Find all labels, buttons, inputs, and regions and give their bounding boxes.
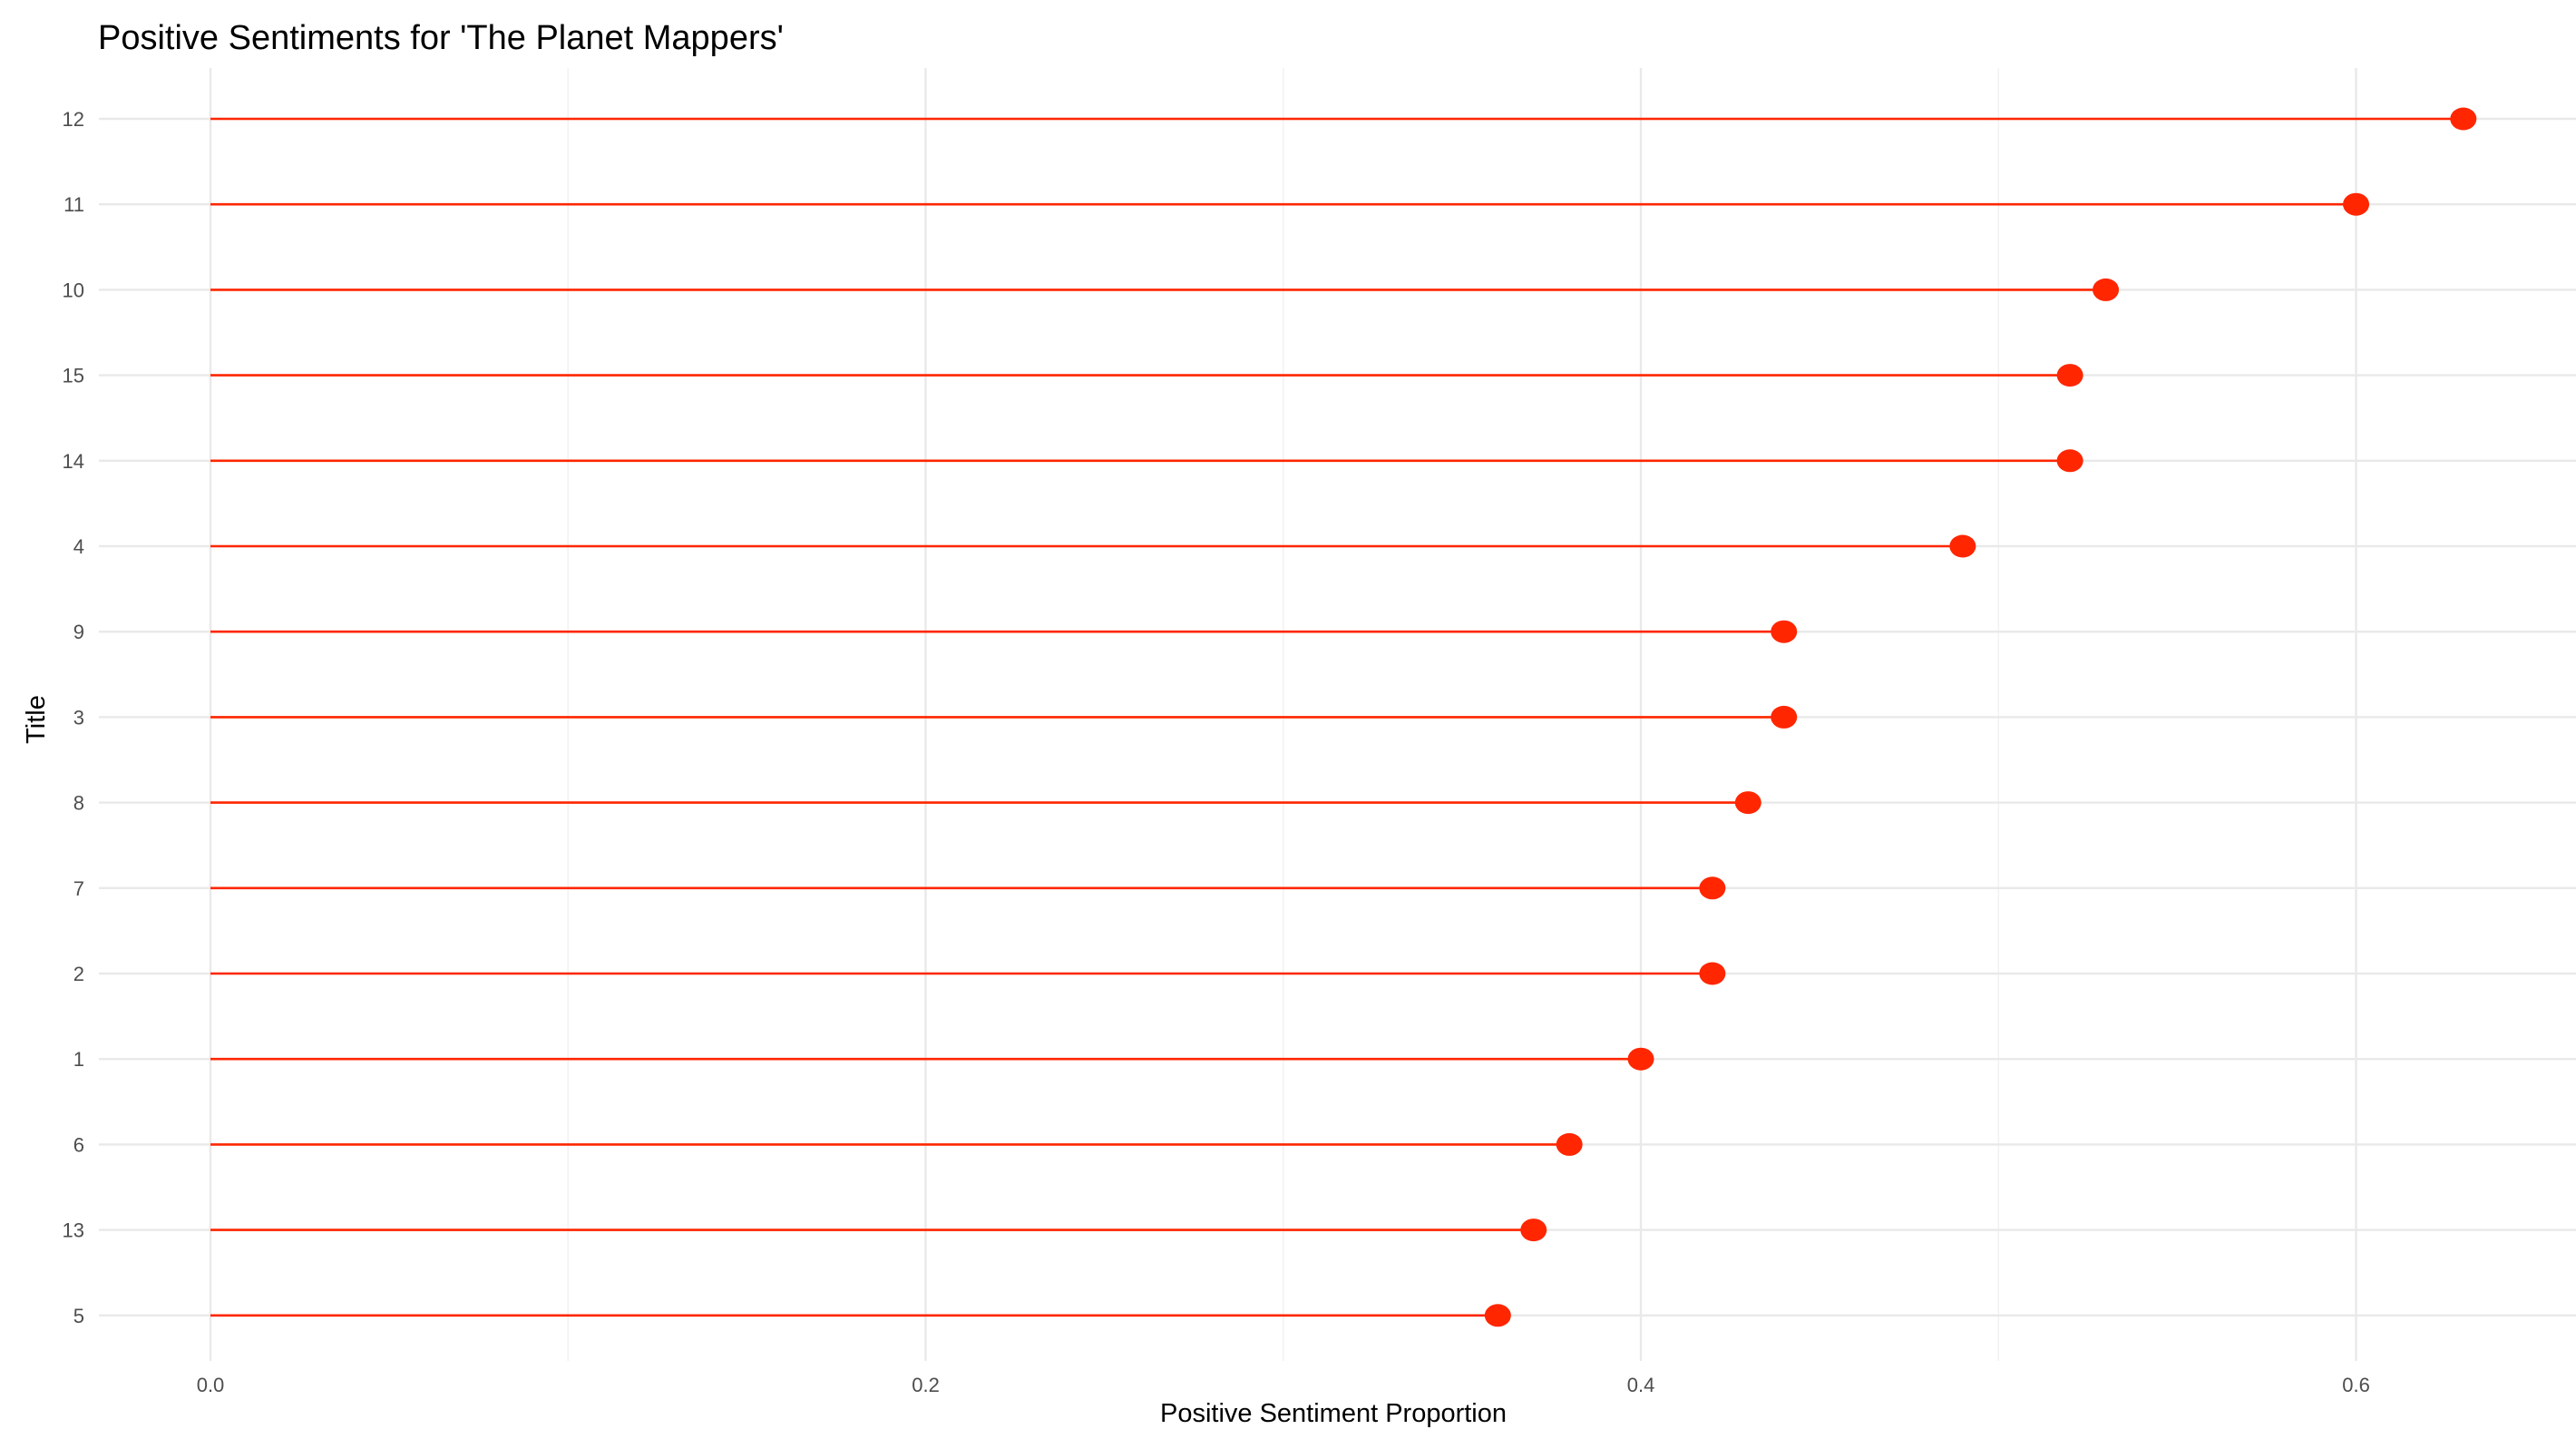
y-tick-label: 9 — [73, 621, 84, 643]
lollipop-point — [1699, 962, 1726, 985]
lollipop-point — [1771, 705, 1798, 729]
lollipop-point — [1556, 1132, 1583, 1156]
x-axis-tick-labels: 0.0 0.2 0.4 0.6 — [197, 1374, 2370, 1396]
lollipop-point — [1520, 1219, 1547, 1242]
x-tick-label: 0.4 — [1627, 1374, 1655, 1396]
y-tick-label: 8 — [73, 792, 84, 815]
y-tick-label: 5 — [73, 1305, 84, 1327]
y-axis-title: Title — [22, 695, 51, 744]
grid-lines — [99, 68, 2576, 1361]
lollipop-point — [1484, 1304, 1511, 1327]
lollipop-point — [1699, 876, 1726, 900]
y-tick-label: 7 — [73, 877, 84, 900]
lollipop-points — [1484, 107, 2477, 1327]
lollipop-point — [1734, 791, 1761, 815]
y-tick-label: 13 — [63, 1219, 84, 1242]
y-tick-label: 11 — [63, 193, 84, 216]
lollipop-point — [2056, 449, 2083, 473]
y-tick-label: 15 — [63, 365, 84, 387]
x-tick-label: 0.6 — [2342, 1374, 2370, 1396]
lollipop-stems — [210, 117, 2464, 1317]
lollipop-point — [1771, 620, 1798, 643]
lollipop-point — [2056, 364, 2083, 387]
y-tick-label: 6 — [73, 1133, 84, 1156]
y-tick-label: 14 — [63, 450, 84, 473]
chart-title: Positive Sentiments for 'The Planet Mapp… — [98, 19, 784, 57]
x-axis-title: Positive Sentiment Proportion — [1160, 1399, 1507, 1428]
y-tick-label: 10 — [63, 279, 84, 301]
x-tick-label: 0.0 — [197, 1374, 225, 1396]
lollipop-point — [1627, 1047, 1654, 1071]
lollipop-point — [2093, 278, 2120, 301]
lollipop-point — [2450, 107, 2477, 131]
x-tick-label: 0.2 — [912, 1374, 940, 1396]
y-axis-tick-labels: 12 11 10 15 14 4 9 3 8 7 2 1 6 13 5 — [63, 108, 84, 1327]
lollipop-point — [1949, 534, 1976, 558]
y-tick-label: 12 — [63, 108, 84, 131]
lollipop-point — [2343, 192, 2370, 216]
y-tick-label: 2 — [73, 963, 84, 985]
y-tick-label: 1 — [73, 1048, 84, 1071]
y-tick-label: 3 — [73, 706, 84, 729]
y-tick-label: 4 — [73, 535, 84, 558]
